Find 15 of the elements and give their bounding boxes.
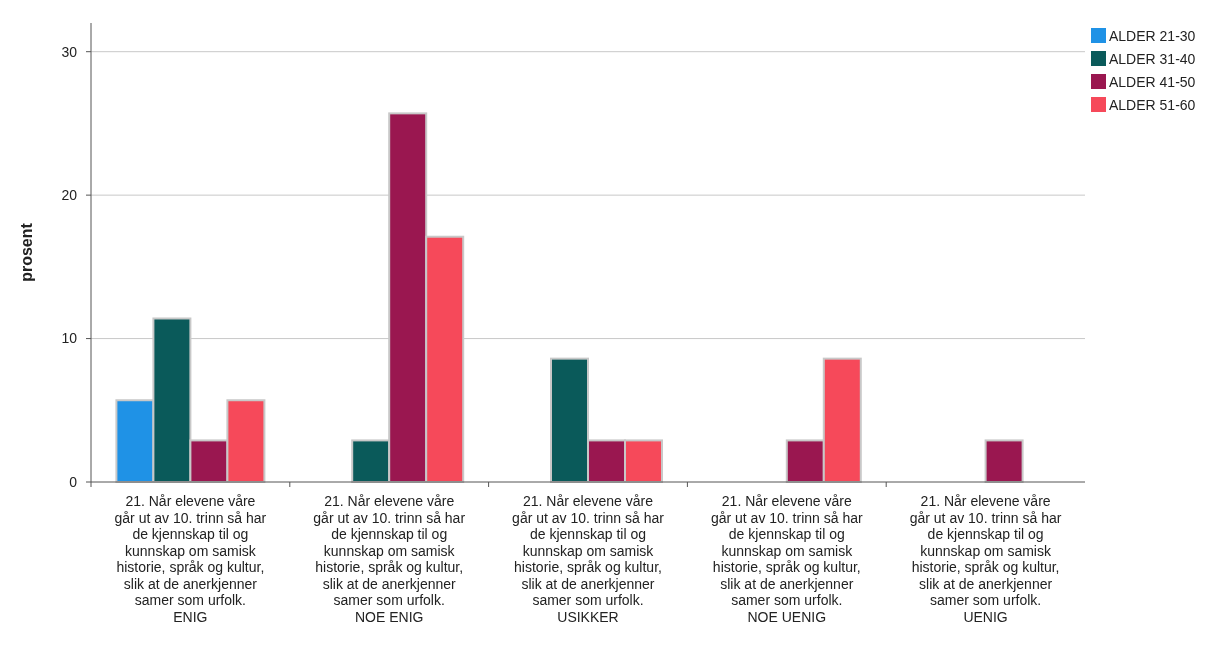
x-tick-label: 21. Når elevene våre går ut av 10. trinn så har de kjennskap til og kunnskap om samisk historie, språk og kultur, slik at de anerkjenner samer som urfolk. NOE ENIG: [313, 493, 466, 625]
y-tick-label: 30: [61, 43, 78, 60]
y-tick-label: 20: [61, 187, 78, 204]
bar: [984, 439, 1024, 483]
x-tick-label: 21. Når elevene våre går ut av 10. trinn så har de kjennskap til og kunnskap om samisk historie, språk og kultur, slik at de anerkjenner samer som urfolk. NOE UENIG: [710, 493, 864, 625]
y-axis-title: prosent: [18, 222, 35, 282]
x-tick-label: 21. Når elevene våre går ut av 10. trinn så har de kjennskap til og kunnskap om samisk historie, språk og kultur, slik at de anerkjenner samer som urfolk. ENIG: [114, 493, 267, 625]
x-tick-label: 21. Når elevene våre går ut av 10. trinn så har de kjennskap til og kunnskap om samisk historie, språk og kultur, slik at de anerkjenner samer som urfolk. USIKKER: [512, 493, 665, 625]
y-tick-label: 0: [69, 473, 78, 490]
legend-label: ALDER 41-50: [1109, 73, 1196, 90]
x-tick-label: 21. Når elevene våre går ut av 10. trinn så har de kjennskap til og kunnskap om samisk historie, språk og kultur, slik at de anerkjenner samer som urfolk. UENIG: [909, 493, 1062, 625]
legend-label: ALDER 21-30: [1109, 27, 1196, 44]
legend-label: ALDER 31-40: [1109, 50, 1196, 67]
y-tick-label: 10: [61, 330, 78, 347]
legend-label: ALDER 51-60: [1109, 96, 1196, 113]
